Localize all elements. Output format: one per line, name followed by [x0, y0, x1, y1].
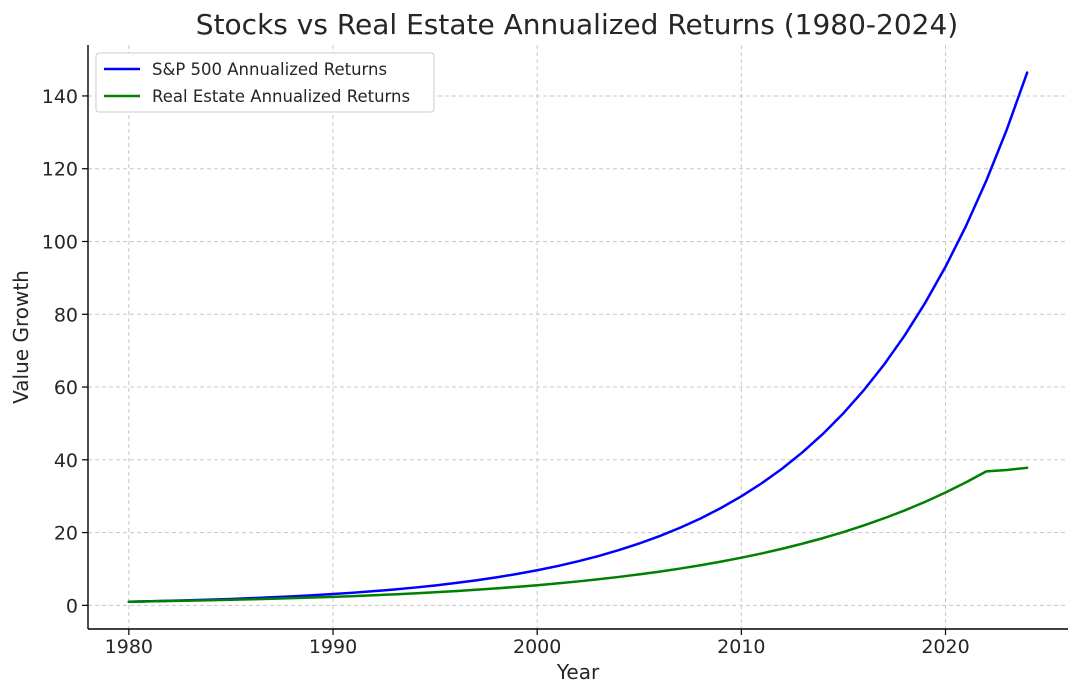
y-tick-label: 20: [54, 523, 78, 545]
legend-box: [95, 52, 435, 113]
series-line-real-estate: [127, 466, 1029, 603]
y-tick-label: 120: [42, 159, 78, 181]
y-tick-label: 140: [42, 86, 78, 108]
series-line-sp500: [127, 71, 1029, 603]
x-tick-label: 2010: [717, 636, 765, 658]
chart-title: Stocks vs Real Estate Annualized Returns…: [196, 8, 958, 41]
y-tick-label: 40: [54, 450, 78, 472]
y-tick-label: 80: [54, 304, 78, 326]
series-layer: [127, 71, 1029, 603]
x-tick-label: 1980: [105, 636, 153, 658]
legend: S&P 500 Annualized Returns Real Estate A…: [95, 52, 435, 113]
axes: [87, 45, 1068, 630]
tick-labels: 1980 1990 2000 2010 2020 0 20 40 60 80 100 120 140: [42, 86, 970, 658]
x-tick-label: 1990: [309, 636, 357, 658]
legend-label-real-estate: Real Estate Annualized Returns: [152, 87, 410, 106]
y-tick-label: 60: [54, 377, 78, 399]
y-axis-label: Value Growth: [9, 270, 33, 404]
y-tick-label: 0: [66, 595, 78, 617]
x-axis-label: Year: [556, 660, 600, 684]
x-tick-label: 2000: [513, 636, 561, 658]
grid: [88, 45, 1068, 629]
x-tick-label: 2020: [921, 636, 969, 658]
y-tick-label: 100: [42, 231, 78, 253]
legend-label-sp500: S&P 500 Annualized Returns: [152, 60, 387, 79]
